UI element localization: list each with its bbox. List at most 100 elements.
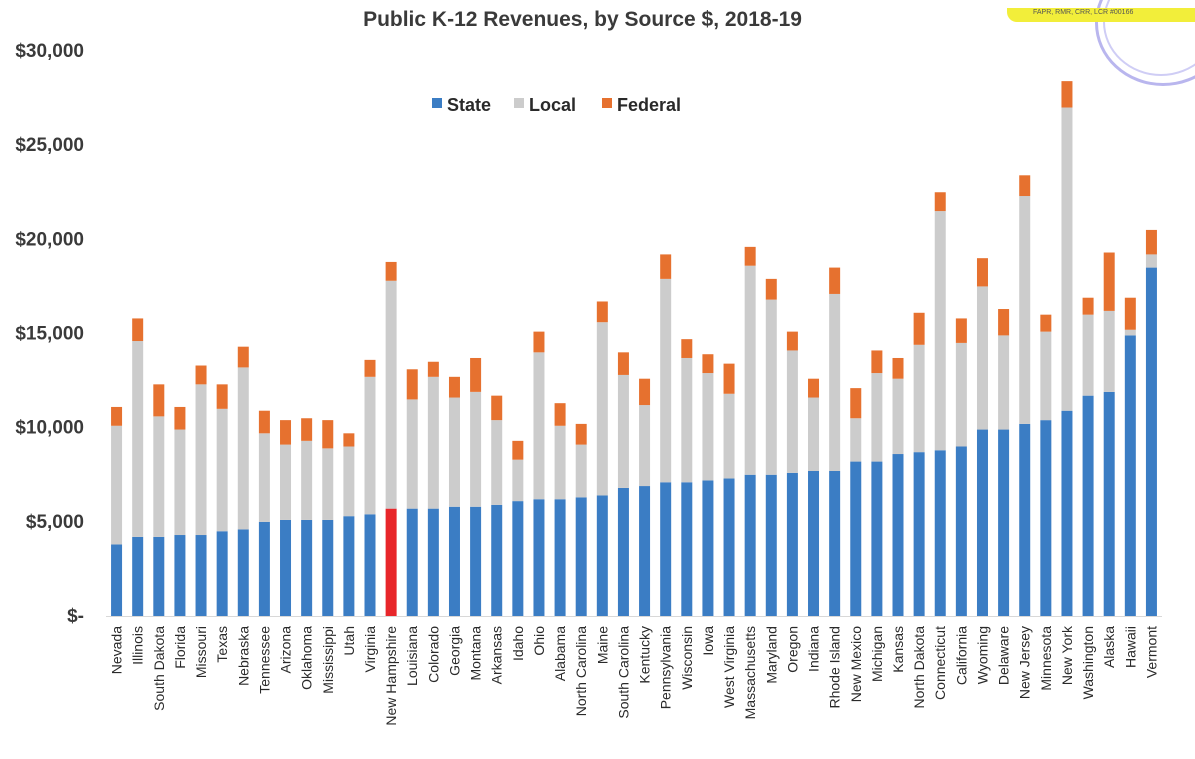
bar-federal <box>998 309 1010 336</box>
bar-federal <box>533 331 545 353</box>
bar-state <box>385 508 397 616</box>
bar-state <box>744 474 756 616</box>
x-tick-label: Illinois <box>130 626 146 665</box>
bar-local <box>681 357 693 483</box>
bar-local <box>470 391 482 507</box>
bar-federal <box>512 440 524 460</box>
bar-local <box>765 299 777 475</box>
bars <box>111 81 1157 616</box>
bar-state <box>216 531 228 616</box>
x-tick-label: New Mexico <box>848 626 864 702</box>
bar-local <box>132 341 144 537</box>
bar-federal <box>111 406 123 426</box>
bar-state <box>195 535 207 616</box>
x-tick-label: Missouri <box>193 626 209 678</box>
bar-state <box>575 497 587 616</box>
bar-federal <box>1061 81 1073 108</box>
bar-state <box>258 521 270 616</box>
bar-federal <box>1103 252 1115 311</box>
bar-local <box>554 425 566 500</box>
bar-local <box>786 350 798 473</box>
x-tick-label: Florida <box>172 626 188 669</box>
bar-state <box>660 482 672 616</box>
bar-federal <box>871 350 883 374</box>
bar-local <box>512 459 524 502</box>
x-tick-label: Nebraska <box>235 626 251 686</box>
bar-federal <box>1019 175 1031 197</box>
bar-state <box>406 508 418 616</box>
bar-local <box>280 444 292 520</box>
bar-local <box>216 408 228 532</box>
legend-label-state: State <box>447 95 491 115</box>
bar-local <box>364 376 376 515</box>
bar-state <box>871 461 883 616</box>
x-tick-label: Connecticut <box>932 626 948 700</box>
bar-federal <box>448 376 460 398</box>
bar-state <box>1061 410 1073 616</box>
bar-local <box>237 367 249 530</box>
bar-federal <box>913 312 925 345</box>
bar-federal <box>195 365 207 385</box>
bar-federal <box>850 388 862 419</box>
x-tick-label: West Virginia <box>721 626 737 708</box>
bar-state <box>1103 391 1115 616</box>
x-tick-label: Utah <box>341 626 357 656</box>
bar-state <box>1040 420 1052 616</box>
stamp-band <box>1007 8 1195 22</box>
x-tick-label: Kansas <box>890 626 906 673</box>
bar-state <box>723 478 735 616</box>
legend-swatch-federal <box>602 98 612 108</box>
bar-federal <box>216 384 228 409</box>
bar-federal <box>280 420 292 445</box>
bar-federal <box>1040 314 1052 332</box>
bar-local <box>955 342 967 447</box>
x-tick-label: Arkansas <box>489 626 505 684</box>
legend-swatch-state <box>432 98 442 108</box>
bar-state <box>470 506 482 616</box>
bar-state <box>533 499 545 616</box>
bar-local <box>385 280 397 509</box>
legend-label-federal: Federal <box>617 95 681 115</box>
bar-federal <box>617 352 629 375</box>
bar-state <box>681 482 693 616</box>
bar-local <box>913 344 925 453</box>
bar-state <box>153 536 165 616</box>
bar-state <box>976 429 988 616</box>
bar-state <box>132 536 144 616</box>
bar-local <box>1019 196 1031 424</box>
x-tick-label: Wisconsin <box>679 626 695 690</box>
x-tick-label: Arizona <box>278 626 294 674</box>
bar-state <box>237 529 249 616</box>
bar-local <box>575 444 587 498</box>
bar-state <box>829 470 841 616</box>
chart-title: Public K-12 Revenues, by Source $, 2018-… <box>363 8 802 31</box>
bar-local <box>533 352 545 500</box>
bar-state <box>322 519 334 616</box>
bar-federal <box>153 384 165 417</box>
y-tick-label: $10,000 <box>15 418 84 439</box>
x-tick-label: Indiana <box>806 626 822 672</box>
bar-federal <box>765 278 777 300</box>
bar-local <box>111 425 123 545</box>
bar-federal <box>491 395 503 421</box>
bar-state <box>617 487 629 616</box>
bar-federal <box>575 423 587 445</box>
bar-local <box>617 374 629 488</box>
x-tick-label: North Dakota <box>911 626 927 709</box>
x-tick-label: South Dakota <box>151 626 167 711</box>
x-tick-label: Idaho <box>510 626 526 661</box>
bar-state <box>913 452 925 616</box>
y-tick-label: $15,000 <box>15 324 84 345</box>
bar-federal <box>174 406 186 430</box>
bar-local <box>1103 310 1115 392</box>
bar-local <box>153 416 165 537</box>
bar-local <box>934 211 946 451</box>
bar-state <box>1145 267 1157 616</box>
y-tick-label: $- <box>67 606 84 627</box>
bar-state <box>1124 335 1136 616</box>
bar-federal <box>639 378 651 406</box>
bar-federal <box>681 339 693 358</box>
bar-state <box>808 470 820 616</box>
